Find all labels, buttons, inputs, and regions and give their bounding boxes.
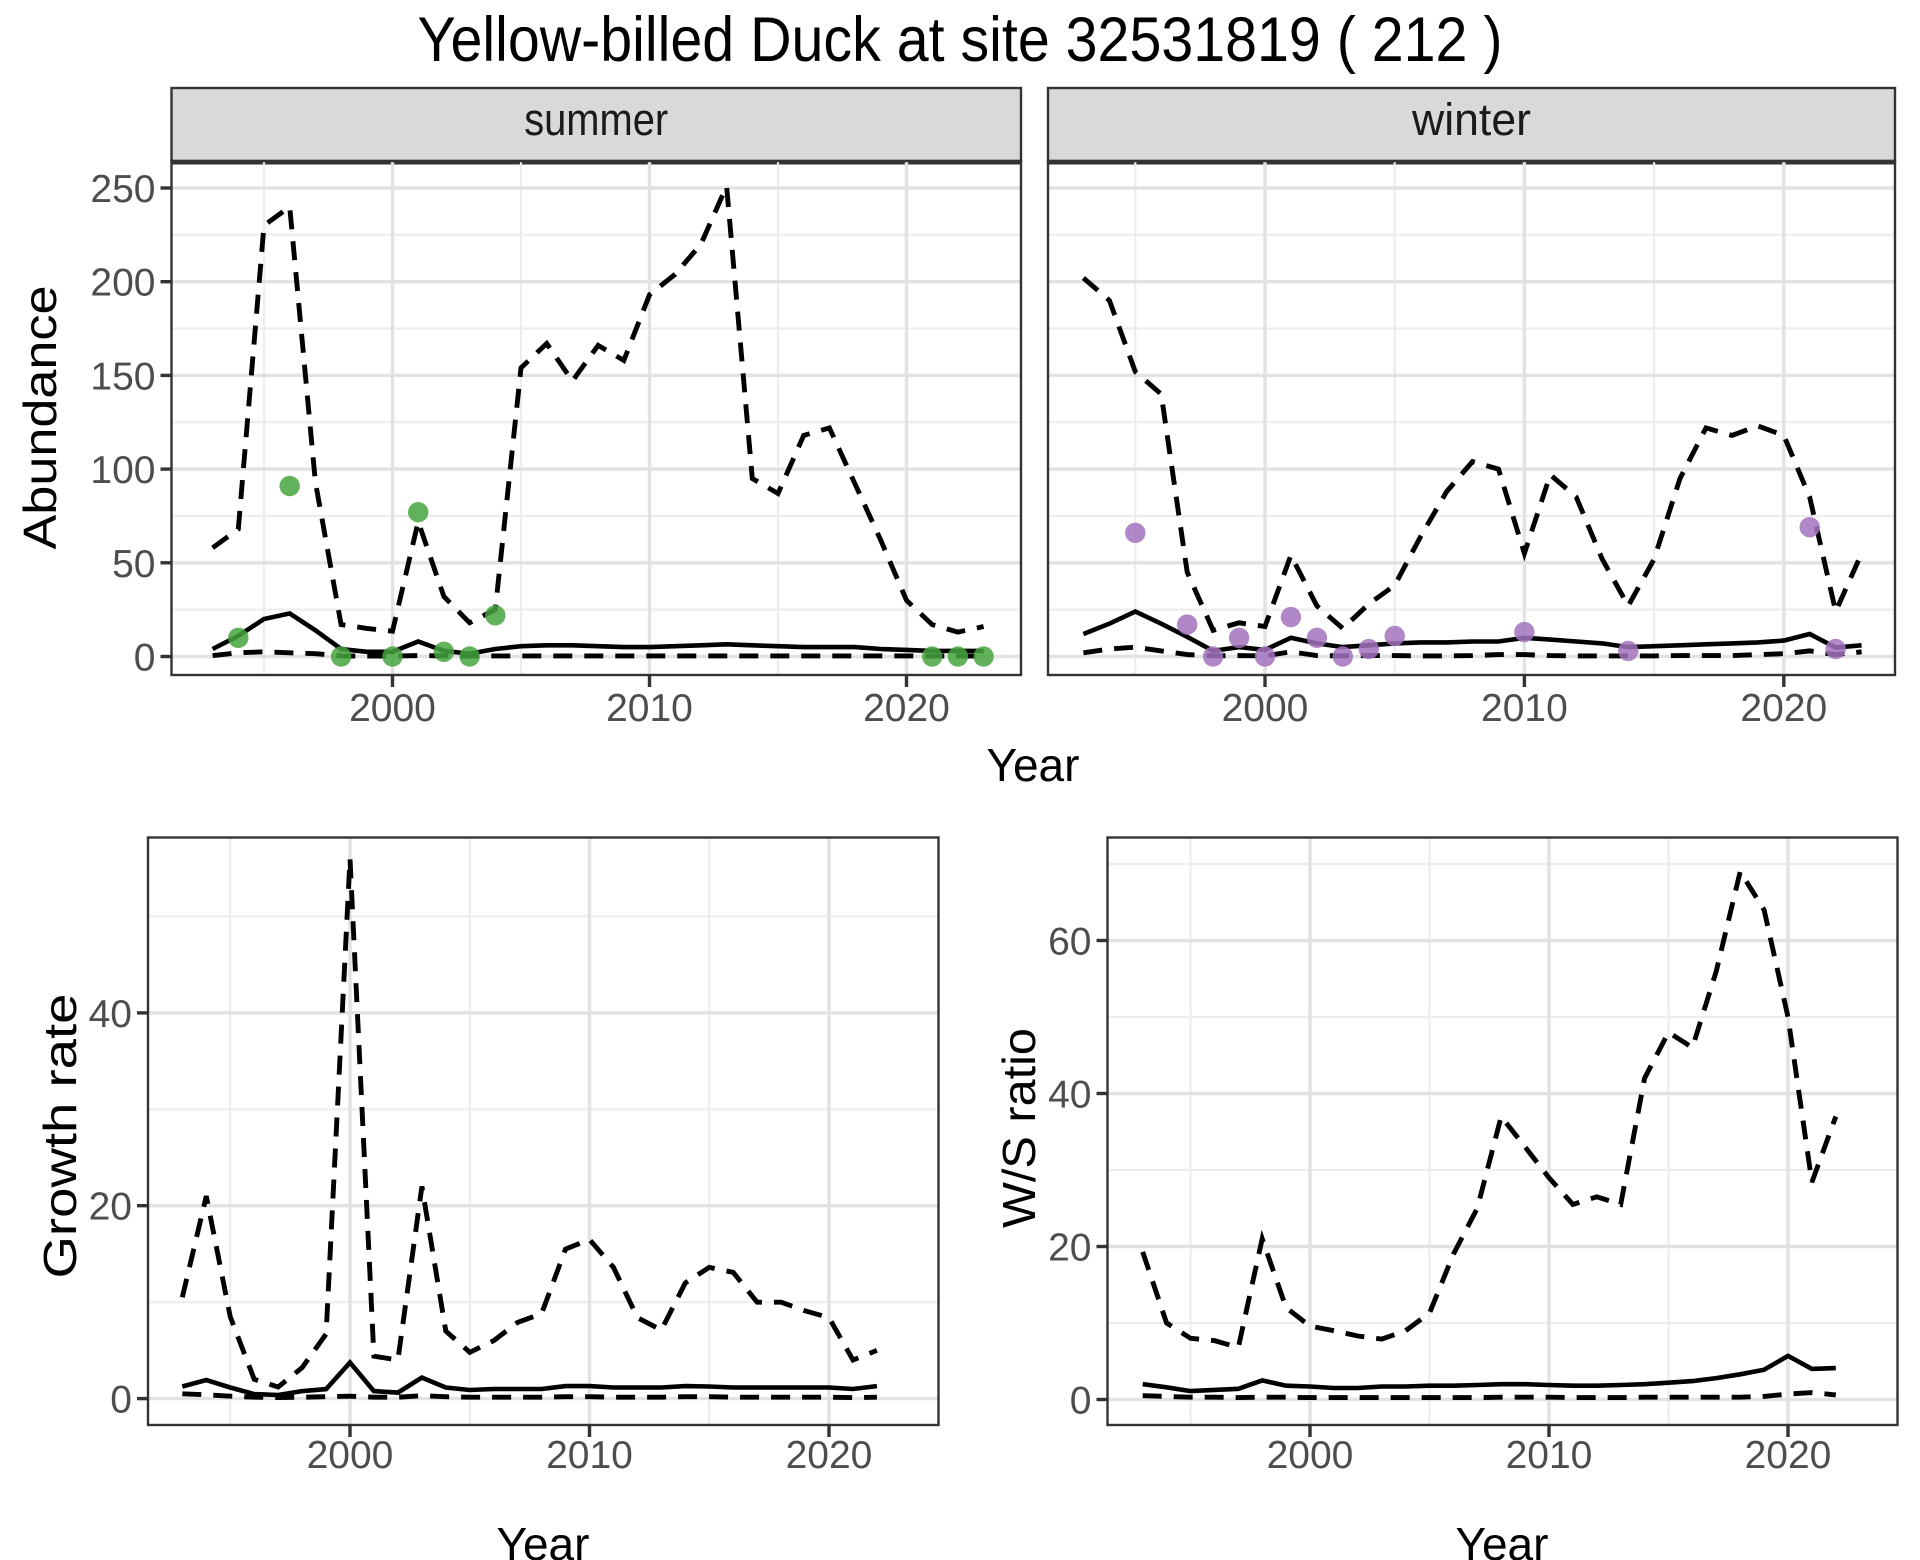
svg-text:40: 40 [1048, 1074, 1091, 1117]
svg-text:60: 60 [1048, 921, 1091, 964]
svg-text:50: 50 [112, 543, 155, 586]
svg-text:250: 250 [90, 168, 155, 211]
svg-text:0: 0 [1070, 1380, 1092, 1423]
svg-text:winter: winter [1411, 94, 1531, 145]
svg-text:summer: summer [524, 94, 668, 145]
svg-text:2010: 2010 [1506, 1434, 1593, 1477]
svg-text:2020: 2020 [1745, 1434, 1832, 1477]
svg-text:W/S ratio: W/S ratio [993, 1028, 1045, 1228]
svg-text:2020: 2020 [1740, 687, 1827, 730]
svg-text:40: 40 [89, 993, 132, 1036]
svg-text:150: 150 [90, 355, 155, 398]
svg-text:0: 0 [110, 1379, 132, 1422]
svg-text:2010: 2010 [546, 1434, 633, 1477]
svg-text:2020: 2020 [786, 1434, 873, 1477]
svg-text:20: 20 [1048, 1227, 1091, 1270]
svg-text:2000: 2000 [1267, 1434, 1354, 1477]
svg-text:2000: 2000 [1222, 687, 1309, 730]
svg-text:Year: Year [987, 739, 1080, 791]
svg-text:0: 0 [134, 637, 156, 680]
svg-text:200: 200 [90, 262, 155, 305]
svg-text:Year: Year [1456, 1518, 1549, 1560]
svg-text:2020: 2020 [863, 687, 950, 730]
svg-text:2010: 2010 [1481, 687, 1568, 730]
svg-text:20: 20 [89, 1186, 132, 1229]
svg-text:100: 100 [90, 449, 155, 492]
svg-text:Growth rate: Growth rate [34, 994, 86, 1279]
svg-text:2010: 2010 [606, 687, 693, 730]
svg-text:Year: Year [497, 1518, 590, 1560]
svg-text:2000: 2000 [307, 1434, 394, 1477]
svg-text:2000: 2000 [349, 687, 436, 730]
svg-text:Yellow-billed Duck at site 325: Yellow-billed Duck at site 32531819 ( 21… [418, 5, 1503, 75]
svg-text:Abundance: Abundance [14, 286, 66, 550]
